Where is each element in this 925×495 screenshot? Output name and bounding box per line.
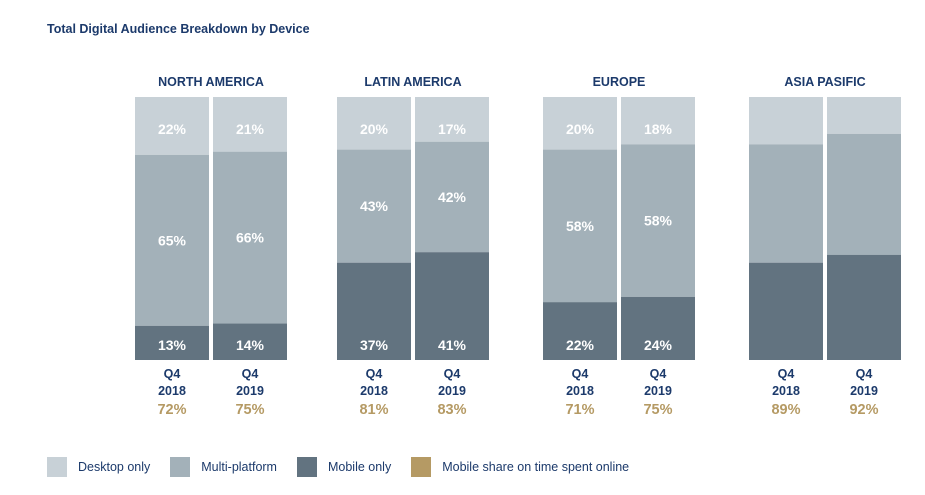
bar-segment-mobile-north-america-2019 xyxy=(213,323,287,360)
chart-title: Total Digital Audience Breakdown by Devi… xyxy=(47,22,310,36)
legend: Desktop only Multi-platform Mobile only … xyxy=(47,457,649,477)
period-label-europe-2019: Q4 xyxy=(650,367,667,381)
year-label-asia-pasific-2019: 2019 xyxy=(850,384,878,398)
period-label-asia-pasific-2019: Q4 xyxy=(856,367,873,381)
legend-label-desktop: Desktop only xyxy=(78,460,151,474)
year-label-europe-2019: 2019 xyxy=(644,384,672,398)
mobile-share-label-asia-pasific-2018: 89% xyxy=(771,402,800,418)
mobile-share-label-asia-pasific-2019: 92% xyxy=(849,402,878,418)
data-label-desktop-europe-2018: 20% xyxy=(566,121,595,137)
bar-segment-multi-platform-latin-america-2019 xyxy=(415,141,489,253)
data-label-desktop-north-america-2019: 21% xyxy=(236,121,265,137)
bar-segment-desktop-latin-america-2019 xyxy=(415,97,489,142)
bar-segment-mobile-europe-2019 xyxy=(621,296,695,360)
data-label-multi-platform-north-america-2018: 65% xyxy=(158,232,187,248)
legend-label-multi-platform: Multi-platform xyxy=(201,460,277,474)
bar-segment-desktop-latin-america-2018 xyxy=(337,97,411,150)
legend-item-mobile: Mobile only xyxy=(296,457,392,477)
mobile-share-label-europe-2019: 75% xyxy=(643,402,672,418)
bar-segment-desktop-asia-pasific-2019 xyxy=(827,97,901,134)
bar-segment-multi-platform-asia-pasific-2018 xyxy=(749,144,823,263)
year-label-latin-america-2018: 2018 xyxy=(360,384,388,398)
bar-segment-multi-platform-asia-pasific-2019 xyxy=(827,133,901,255)
legend-item-mobile-share: Mobile share on time spent online xyxy=(411,457,629,477)
legend-item-desktop: Desktop only xyxy=(47,457,150,477)
data-label-mobile-latin-america-2019: 41% xyxy=(438,337,467,353)
period-label-north-america-2019: Q4 xyxy=(242,367,259,381)
data-label-multi-platform-europe-2018: 58% xyxy=(566,218,595,234)
bar-segment-multi-platform-north-america-2019 xyxy=(213,151,287,324)
region-label-north-america: NORTH AMERICA xyxy=(158,75,264,89)
stacked-bar-chart: NORTH AMERICA 22% 65% 13% Q4 2018 72% 21% 66% 14%… xyxy=(135,75,901,418)
year-label-north-america-2018: 2018 xyxy=(158,384,186,398)
data-label-desktop-europe-2019: 18% xyxy=(644,121,673,137)
mobile-share-label-europe-2018: 71% xyxy=(565,402,594,418)
region-label-latin-america: LATIN AMERICA xyxy=(364,75,461,89)
bar-segment-multi-platform-europe-2019 xyxy=(621,144,695,297)
year-label-latin-america-2019: 2019 xyxy=(438,384,466,398)
bar-segment-multi-platform-latin-america-2018 xyxy=(337,149,411,263)
year-label-europe-2018: 2018 xyxy=(566,384,594,398)
mobile-share-label-latin-america-2019: 83% xyxy=(437,402,466,418)
data-label-desktop-latin-america-2019: 17% xyxy=(438,121,467,137)
mobile-share-label-north-america-2019: 75% xyxy=(235,402,264,418)
data-label-mobile-north-america-2019: 14% xyxy=(236,337,265,353)
legend-swatch-desktop xyxy=(47,457,67,477)
data-label-multi-platform-latin-america-2018: 43% xyxy=(360,198,389,214)
bar-segment-mobile-europe-2018 xyxy=(543,302,617,360)
mobile-share-label-latin-america-2018: 81% xyxy=(359,402,388,418)
bar-segment-desktop-north-america-2019 xyxy=(213,97,287,152)
data-label-multi-platform-north-america-2019: 66% xyxy=(236,230,265,246)
data-label-desktop-north-america-2018: 22% xyxy=(158,121,187,137)
bar-segment-mobile-latin-america-2018 xyxy=(337,262,411,360)
legend-swatch-mobile xyxy=(296,457,317,477)
mobile-share-label-north-america-2018: 72% xyxy=(157,402,186,418)
data-label-mobile-europe-2018: 22% xyxy=(566,337,595,353)
legend-swatch-mobile-share xyxy=(411,457,432,477)
legend-label-mobile-share: Mobile share on time spent online xyxy=(442,460,630,474)
bar-segment-multi-platform-europe-2018 xyxy=(543,149,617,303)
legend-swatch-multi-platform xyxy=(170,457,191,477)
year-label-asia-pasific-2018: 2018 xyxy=(772,384,800,398)
bar-segment-desktop-asia-pasific-2018 xyxy=(749,97,823,145)
period-label-asia-pasific-2018: Q4 xyxy=(778,367,795,381)
bar-segment-mobile-asia-pasific-2018 xyxy=(749,262,823,360)
legend-item-multi-platform: Multi-platform xyxy=(170,457,277,477)
period-label-latin-america-2019: Q4 xyxy=(444,367,461,381)
bar-segment-mobile-north-america-2018 xyxy=(135,325,209,360)
bar-segment-desktop-europe-2019 xyxy=(621,97,695,145)
data-label-mobile-europe-2019: 24% xyxy=(644,337,673,353)
period-label-latin-america-2018: Q4 xyxy=(366,367,383,381)
period-label-north-america-2018: Q4 xyxy=(164,367,181,381)
data-label-desktop-latin-america-2018: 20% xyxy=(360,121,389,137)
bar-segment-mobile-asia-pasific-2019 xyxy=(827,254,901,360)
region-label-europe: EUROPE xyxy=(593,75,646,89)
data-label-mobile-north-america-2018: 13% xyxy=(158,337,187,353)
year-label-north-america-2019: 2019 xyxy=(236,384,264,398)
bar-segment-desktop-europe-2018 xyxy=(543,97,617,150)
legend-label-mobile: Mobile only xyxy=(327,460,392,474)
data-label-mobile-latin-america-2018: 37% xyxy=(360,337,389,353)
region-label-asia-pasific: ASIA PASIFIC xyxy=(784,75,865,89)
data-label-multi-platform-latin-america-2019: 42% xyxy=(438,189,467,205)
bar-segment-desktop-north-america-2018 xyxy=(135,97,209,155)
bar-segment-multi-platform-north-america-2018 xyxy=(135,154,209,326)
period-label-europe-2018: Q4 xyxy=(572,367,589,381)
data-label-multi-platform-europe-2019: 58% xyxy=(644,213,673,229)
bar-segment-mobile-latin-america-2019 xyxy=(415,252,489,360)
